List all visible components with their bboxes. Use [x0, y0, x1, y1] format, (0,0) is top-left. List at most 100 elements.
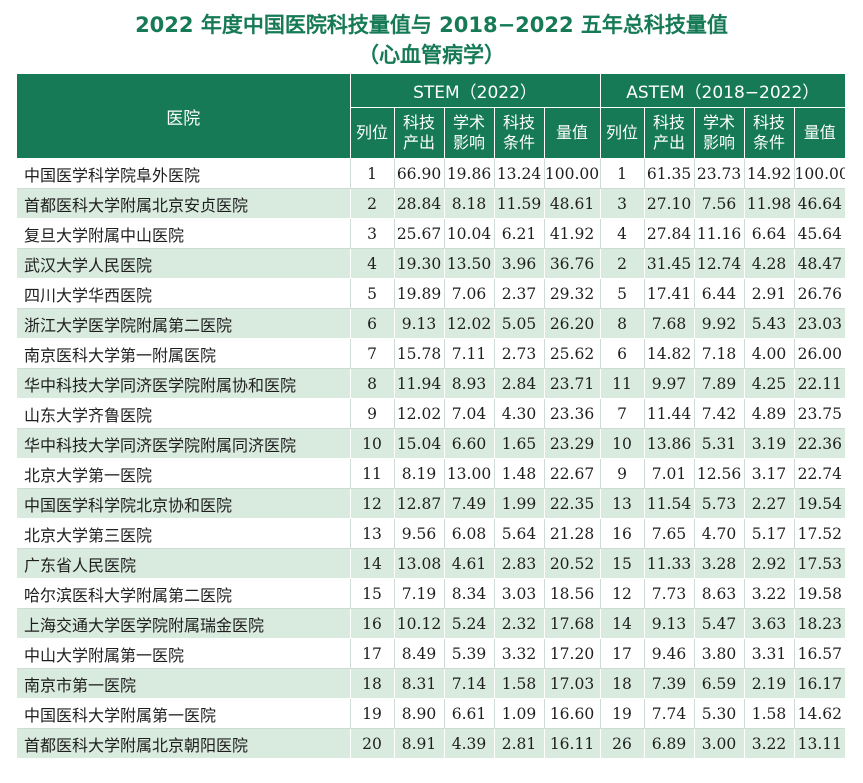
hospital-name: 华中科技大学同济医学院附属同济医院: [17, 428, 351, 459]
astem-cell: 16.17: [794, 668, 846, 699]
hospital-name: 广东省人民医院: [17, 548, 351, 579]
astem-cell: 18: [600, 668, 645, 699]
hospital-name: 武汉大学人民医院: [17, 248, 351, 279]
stem-cell: 66.90: [394, 158, 445, 189]
stem-cell: 15.04: [394, 428, 445, 459]
hospital-name: 首都医科大学附属北京朝阳医院: [17, 728, 351, 759]
stem-cell: 19.89: [394, 278, 445, 309]
stem-cell: 16.11: [544, 728, 601, 759]
astem-cell: 9: [600, 458, 645, 489]
table-row: 首都医科大学附属北京安贞医院 2 28.84 8.18 11.59 48.61 3 27.10…: [17, 188, 846, 219]
hospital-name: 中国医学科学院阜外医院: [17, 158, 351, 189]
astem-cell: 5.73: [694, 488, 745, 519]
stem-cell: 1: [350, 158, 395, 189]
astem-cell: 7.65: [644, 518, 695, 549]
astem-cell: 26.76: [794, 278, 846, 309]
astem-cell: 22.36: [794, 428, 846, 459]
table-row: 哈尔滨医科大学附属第二医院 15 7.19 8.34 3.03 18.56 12 7.73 8.…: [17, 578, 846, 609]
astem-cell: 3.28: [694, 548, 745, 579]
astem-cell: 16.57: [794, 638, 846, 669]
stem-cell: 10.12: [394, 608, 445, 639]
stem-cell: 14: [350, 548, 395, 579]
stem-col-header-1: 科技 产出: [394, 107, 445, 159]
astem-cell: 7.42: [694, 398, 745, 429]
stem-cell: 4.39: [444, 728, 495, 759]
stem-cell: 9.13: [394, 308, 445, 339]
table-row: 上海交通大学医学院附属瑞金医院 16 10.12 5.24 2.32 17.68 14 9.1…: [17, 608, 846, 639]
astem-cell: 7.89: [694, 368, 745, 399]
stem-cell: 10: [350, 428, 395, 459]
stem-cell: 36.76: [544, 248, 601, 279]
stem-cell: 25.67: [394, 218, 445, 249]
stem-cell: 16: [350, 608, 395, 639]
astem-cell: 100.00: [794, 158, 846, 189]
astem-cell: 9.92: [694, 308, 745, 339]
astem-cell: 12.74: [694, 248, 745, 279]
stem-cell: 20: [350, 728, 395, 759]
stem-cell: 28.84: [394, 188, 445, 219]
astem-cell: 11.98: [744, 188, 795, 219]
astem-cell: 7.74: [644, 698, 695, 729]
astem-cell: 13: [600, 488, 645, 519]
astem-cell: 19: [600, 698, 645, 729]
astem-cell: 3: [600, 188, 645, 219]
astem-cell: 26: [600, 728, 645, 759]
stem-cell: 8.93: [444, 368, 495, 399]
stem-cell: 1.48: [494, 458, 545, 489]
astem-cell: 7: [600, 398, 645, 429]
astem-cell: 17.41: [644, 278, 695, 309]
astem-cell: 26.00: [794, 338, 846, 369]
hospital-name: 首都医科大学附属北京安贞医院: [17, 188, 351, 219]
astem-cell: 5.47: [694, 608, 745, 639]
stem-cell: 41.92: [544, 218, 601, 249]
astem-cell: 11.33: [644, 548, 695, 579]
stem-cell: 3.03: [494, 578, 545, 609]
stem-cell: 15: [350, 578, 395, 609]
astem-cell: 12: [600, 578, 645, 609]
stem-cell: 48.61: [544, 188, 601, 219]
astem-cell: 11.54: [644, 488, 695, 519]
stem-cell: 5.39: [444, 638, 495, 669]
stem-cell: 12: [350, 488, 395, 519]
astem-cell: 4.70: [694, 518, 745, 549]
astem-cell: 4.28: [744, 248, 795, 279]
stem-cell: 8.18: [444, 188, 495, 219]
stem-cell: 8.49: [394, 638, 445, 669]
astem-cell: 46.64: [794, 188, 846, 219]
stem-cell: 6.60: [444, 428, 495, 459]
stem-cell: 2.32: [494, 608, 545, 639]
stem-cell: 2.81: [494, 728, 545, 759]
stem-col-header-0: 列位: [350, 107, 395, 159]
astem-col-header-3: 科技 条件: [744, 107, 795, 159]
table-row: 武汉大学人民医院 4 19.30 13.50 3.96 36.76 2 31.45 12.74 4…: [17, 248, 846, 279]
stem-cell: 10.04: [444, 218, 495, 249]
table-row: 山东大学齐鲁医院 9 12.02 7.04 4.30 23.36 7 11.44 7.42 4.8…: [17, 398, 846, 429]
astem-cell: 7.56: [694, 188, 745, 219]
hospital-name: 哈尔滨医科大学附属第二医院: [17, 578, 351, 609]
stem-cell: 11: [350, 458, 395, 489]
ranking-table: 医院 STEM（2022） ASTEM（2018−2022） 列位 科技 产出 学术…: [17, 74, 846, 759]
stem-cell: 23.29: [544, 428, 601, 459]
astem-cell: 2.92: [744, 548, 795, 579]
astem-cell: 14.62: [794, 698, 846, 729]
astem-cell: 4: [600, 218, 645, 249]
hospital-name: 复旦大学附属中山医院: [17, 218, 351, 249]
stem-cell: 100.00: [544, 158, 601, 189]
astem-cell: 19.54: [794, 488, 846, 519]
hospital-name: 中国医科大学附属第一医院: [17, 698, 351, 729]
stem-cell: 20.52: [544, 548, 601, 579]
stem-cell: 7.14: [444, 668, 495, 699]
stem-cell: 4: [350, 248, 395, 279]
table-row: 四川大学华西医院 5 19.89 7.06 2.37 29.32 5 17.41 6.44 2.9…: [17, 278, 846, 309]
stem-cell: 8.90: [394, 698, 445, 729]
stem-cell: 21.28: [544, 518, 601, 549]
astem-cell: 27.10: [644, 188, 695, 219]
table-row: 中国医学科学院北京协和医院 12 12.87 7.49 1.99 22.35 13 11.54…: [17, 488, 846, 519]
hospital-name: 南京医科大学第一附属医院: [17, 338, 351, 369]
stem-col-header-3: 科技 条件: [494, 107, 545, 159]
astem-cell: 22.74: [794, 458, 846, 489]
hospital-name: 四川大学华西医院: [17, 278, 351, 309]
stem-cell: 1.58: [494, 668, 545, 699]
astem-cell: 3.00: [694, 728, 745, 759]
stem-cell: 15.78: [394, 338, 445, 369]
